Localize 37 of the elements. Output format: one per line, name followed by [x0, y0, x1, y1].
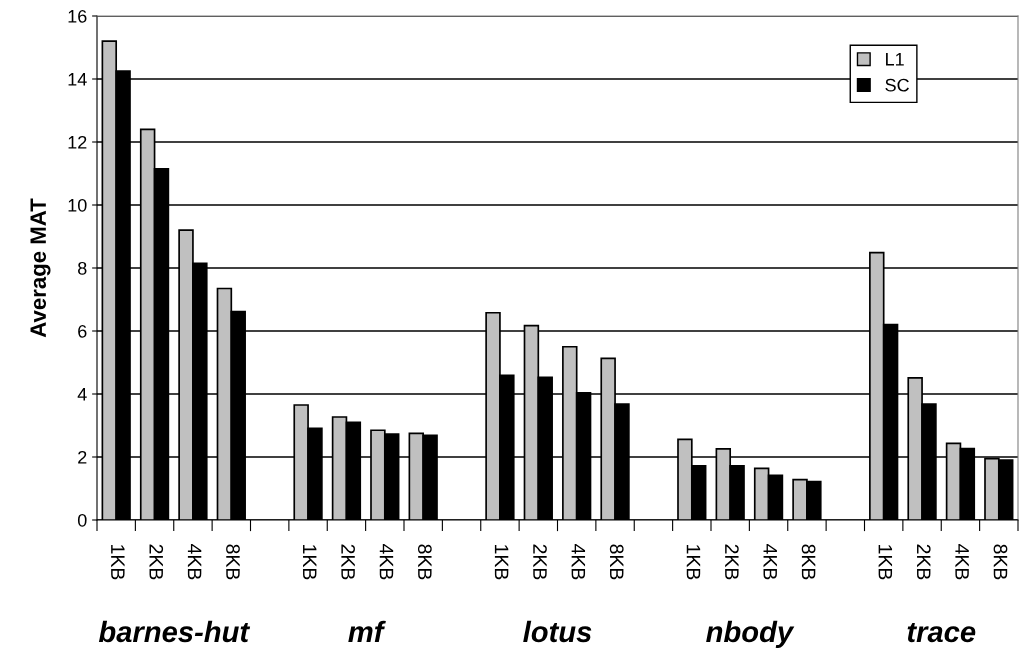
- legend-label: SC: [885, 78, 909, 92]
- text: trace: [907, 622, 976, 643]
- x-tick-label: 8KB: [609, 544, 624, 580]
- x-tick-label: 2KB: [341, 544, 355, 580]
- y-tick-label: 0: [77, 513, 87, 527]
- y-tick-label: 8: [78, 261, 87, 275]
- legend-label: L1: [886, 53, 904, 66]
- x-tick-label: 1KB: [111, 545, 125, 580]
- y-tick-label: 14: [68, 73, 87, 86]
- x-tick-label: 4KB: [187, 544, 202, 580]
- text: lotus: [523, 620, 592, 643]
- x-tick-label: 2KB: [917, 544, 931, 580]
- y-tick-label: 2: [78, 450, 87, 464]
- x-tick-label: 8KB: [226, 544, 240, 580]
- x-tick-label: 1KB: [494, 545, 509, 580]
- x-tick-label: 4KB: [763, 544, 777, 580]
- x-tick-label: 1KB: [878, 545, 893, 580]
- y-axis-title: Average MAT: [30, 198, 51, 338]
- x-tick-label: 1KB: [303, 545, 317, 580]
- x-tick-label: 1KB: [686, 545, 701, 580]
- x-tick-label: 2KB: [725, 544, 739, 580]
- y-tick-label: 10: [68, 198, 87, 212]
- x-tick-label: 2KB: [149, 544, 164, 580]
- x-tick-label: 2KB: [533, 544, 547, 580]
- y-tick-label: 12: [68, 135, 87, 149]
- y-tick-label: 4: [77, 388, 87, 401]
- text: barnes-hut: [98, 620, 251, 643]
- x-tick-label: 8KB: [417, 544, 432, 580]
- x-tick-label: 4KB: [955, 544, 969, 580]
- y-tick-label: 16: [68, 9, 87, 23]
- x-tick-label: 4KB: [571, 544, 586, 580]
- text: mf: [348, 620, 386, 642]
- text: nbody: [706, 620, 795, 648]
- x-tick-label: 8KB: [993, 544, 1008, 580]
- x-tick-label: 8KB: [801, 544, 816, 580]
- x-tick-label: 4KB: [379, 544, 394, 580]
- y-tick-label: 6: [78, 324, 87, 338]
